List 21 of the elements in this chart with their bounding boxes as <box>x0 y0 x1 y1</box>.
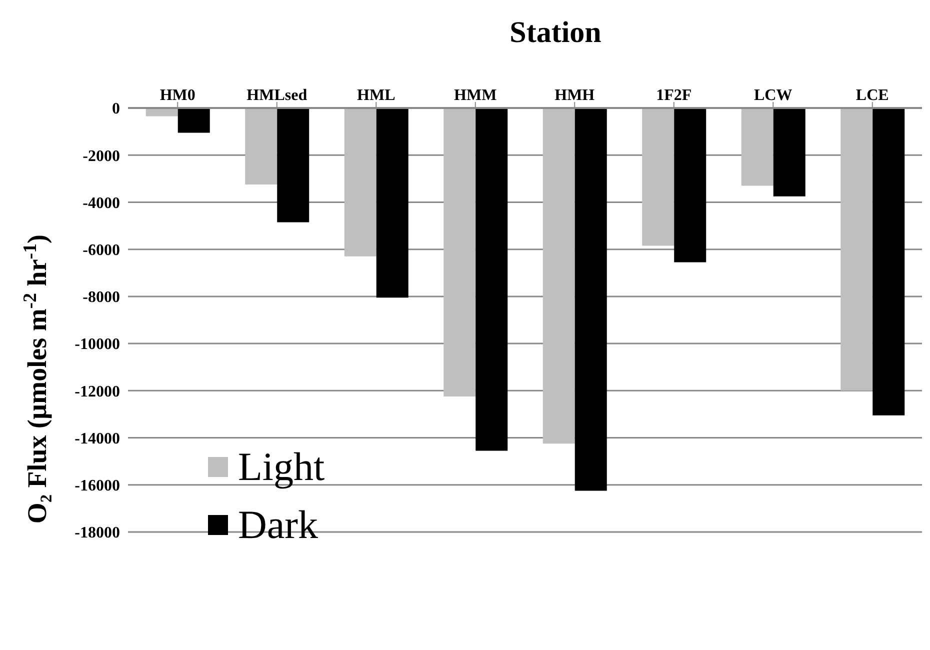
x-tick-label: HMH <box>554 87 596 104</box>
y-tick-label: 0 <box>112 100 120 118</box>
x-tick-label: HMLsed <box>246 87 308 104</box>
x-tick-label: HML <box>357 87 396 104</box>
x-tick-label: 1F2F <box>656 87 692 104</box>
y-tick-label: -2000 <box>82 148 120 165</box>
x-tick-label: LCW <box>754 87 792 104</box>
y-tick-label: -18000 <box>74 524 120 542</box>
y-tick-label: -4000 <box>82 194 120 212</box>
y-tick-label: -6000 <box>82 242 120 260</box>
y-tick-label: -14000 <box>74 430 120 448</box>
y-tick-label: -16000 <box>74 478 120 495</box>
x-tick-label: HMM <box>454 87 497 104</box>
y-tick-label: -8000 <box>82 289 120 306</box>
y-tick-label: -10000 <box>74 336 120 354</box>
x-tick-label: HM0 <box>160 87 196 104</box>
legend-label: Dark <box>237 501 319 549</box>
legend-label: Light <box>237 443 325 491</box>
chart-title: Station <box>508 16 602 50</box>
y-tick-label: -12000 <box>74 383 120 400</box>
x-tick-label: LCE <box>856 87 889 104</box>
